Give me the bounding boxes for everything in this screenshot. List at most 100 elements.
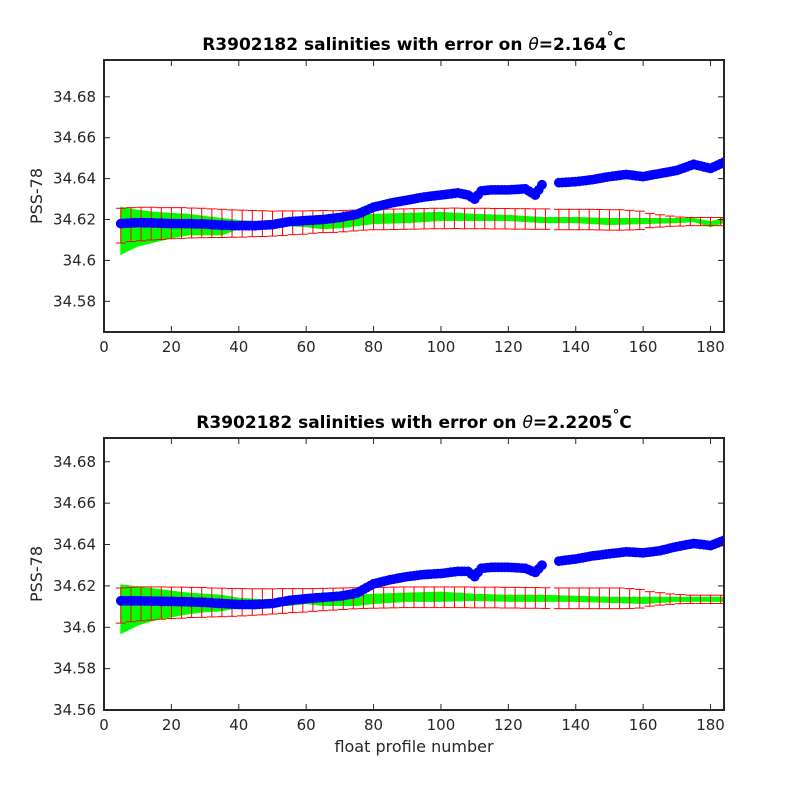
- chart-2-x-tick-label: 160: [629, 716, 658, 734]
- chart-1: 0 20 40 60 80 100 120 140 160 180 34.58 34.6 34.62 34…: [27, 30, 725, 356]
- chart-2-x-axis-label: float profile number: [334, 737, 494, 756]
- chart-2-x-tick-label: 120: [494, 716, 523, 734]
- chart-1-x-tick-label: 160: [629, 338, 658, 356]
- chart-1-error-bar: [624, 209, 635, 231]
- chart-1-error-bar: [685, 216, 696, 227]
- chart-2-title: R3902182 salinities with error on θ=2.22…: [196, 408, 631, 433]
- chart-1-measured-point: [719, 157, 724, 168]
- chart-2-error-bar: [634, 588, 645, 609]
- chart-2-error-bar: [499, 586, 510, 609]
- chart-1-error-bar: [409, 208, 419, 230]
- chart-2-data-layer: [115, 535, 724, 635]
- chart-2-error-bar: [675, 594, 686, 605]
- chart-1-error-bar: [654, 214, 665, 228]
- chart-1-error-bar: [520, 208, 531, 230]
- chart-2-error-bar: [584, 587, 595, 610]
- chart-1-error-bar: [439, 207, 450, 230]
- chart-2-error-bar: [409, 586, 419, 609]
- chart-1-error-bar: [449, 207, 460, 230]
- chart-2-error-bar: [459, 586, 470, 609]
- chart-1-y-tick-label: 34.68: [53, 88, 96, 106]
- chart-2-error-bar: [479, 586, 490, 609]
- chart-1-error-bar: [510, 208, 521, 230]
- chart-2-error-bar: [644, 591, 655, 607]
- chart-1-x-tick-label: 140: [561, 338, 590, 356]
- chart-1-error-bar: [614, 209, 625, 231]
- chart-1-error-bar: [604, 209, 615, 231]
- chart-1-error-bar: [419, 207, 430, 230]
- chart-1-error-bar: [499, 207, 510, 230]
- chart-1-y-tick-label: 34.66: [53, 129, 96, 147]
- chart-1-error-bar: [429, 207, 440, 230]
- chart-1-error-bar: [469, 207, 480, 230]
- chart-2-y-tick-label: 34.62: [53, 577, 96, 595]
- chart-2-error-bar: [564, 587, 574, 610]
- chart-1-title: R3902182 salinities with error on θ=2.16…: [202, 30, 626, 55]
- chart-1-error-bar: [564, 208, 574, 231]
- chart-1-error-bar: [665, 215, 676, 227]
- chart-2-error-bar: [604, 587, 615, 610]
- chart-1-y-tick-label: 34.58: [53, 292, 96, 310]
- chart-1-error-bar: [540, 208, 551, 230]
- chart-2-error-bar: [388, 586, 399, 609]
- chart-2-y-axis-label: PSS-78: [27, 546, 46, 602]
- chart-2-error-bar: [624, 588, 635, 609]
- chart-1-error-bar: [459, 207, 470, 230]
- chart-1-error-bar: [574, 208, 585, 231]
- chart-2-y-tick-label: 34.68: [53, 453, 96, 471]
- chart-2-error-bar: [449, 586, 460, 609]
- chart-2-y-tick-label: 34.6: [63, 618, 96, 636]
- chart-2-y-tick-label: 34.56: [53, 701, 96, 719]
- chart-2-error-bar: [419, 586, 430, 609]
- chart-2-y-tick-label: 34.64: [53, 536, 96, 554]
- chart-2-x-tick-label: 20: [162, 716, 181, 734]
- chart-2-measured-point: [537, 560, 547, 571]
- chart-1-error-bar: [584, 208, 595, 231]
- chart-1-y-tick-label: 34.64: [53, 170, 96, 188]
- chart-1-error-bar: [530, 208, 541, 230]
- chart-1-x-tick-label: 120: [494, 338, 523, 356]
- chart-1-x-tick-label: 20: [162, 338, 181, 356]
- chart-2-error-bar: [665, 593, 676, 605]
- chart-2-x-tick-label: 60: [297, 716, 316, 734]
- chart-2-error-bar: [705, 594, 716, 604]
- chart-1-x-tick-label: 100: [427, 338, 456, 356]
- chart-2-error-bar: [574, 587, 585, 610]
- chart-2-error-bar: [594, 587, 605, 610]
- chart-1-x-tick-label: 80: [364, 338, 383, 356]
- chart-1-x-tick-label: 60: [297, 338, 316, 356]
- chart-2-error-bar: [489, 586, 500, 609]
- chart-1-error-bar: [634, 210, 645, 231]
- chart-1-error-bar: [705, 216, 716, 227]
- chart-1-y-tick-label: 34.62: [53, 211, 96, 229]
- chart-2-error-bar: [553, 587, 564, 610]
- chart-1-error-bar: [644, 212, 655, 229]
- chart-2-x-tick-label: 140: [561, 716, 590, 734]
- chart-1-error-bar: [398, 208, 409, 230]
- chart-2-error-bar: [439, 586, 450, 609]
- chart-1-error-bar: [388, 208, 399, 231]
- chart-2-error-bar: [520, 587, 531, 609]
- chart-2-measured-point: [719, 535, 724, 546]
- chart-1-data-layer: [115, 157, 724, 256]
- chart-2-y-tick-label: 34.66: [53, 494, 96, 512]
- chart-2-x-tick-label: 80: [364, 716, 383, 734]
- chart-1-x-tick-label: 0: [99, 338, 109, 356]
- chart-2-y-tick-label: 34.58: [53, 660, 96, 678]
- chart-2-error-bar: [654, 592, 665, 606]
- chart-2-x-tick-label: 40: [229, 716, 248, 734]
- chart-2-axes-box: [103, 437, 725, 711]
- chart-1-y-axis-label: PSS-78: [27, 168, 46, 224]
- chart-2-error-bar: [540, 587, 551, 609]
- chart-2-error-bar: [398, 586, 409, 609]
- chart-2-error-bar: [429, 586, 440, 609]
- chart-1-error-bar: [675, 216, 686, 227]
- chart-1-axes-box: [103, 59, 725, 333]
- chart-2-error-bar: [695, 594, 706, 604]
- chart-2: 0 20 40 60 80 100 120 140 160 180 34.56 34.58 34.6 34…: [27, 408, 725, 756]
- chart-2-error-bar: [469, 586, 480, 609]
- chart-2-x-tick-label: 180: [696, 716, 725, 734]
- chart-1-y-tick-label: 34.6: [63, 251, 96, 269]
- chart-2-error-bar: [510, 586, 521, 609]
